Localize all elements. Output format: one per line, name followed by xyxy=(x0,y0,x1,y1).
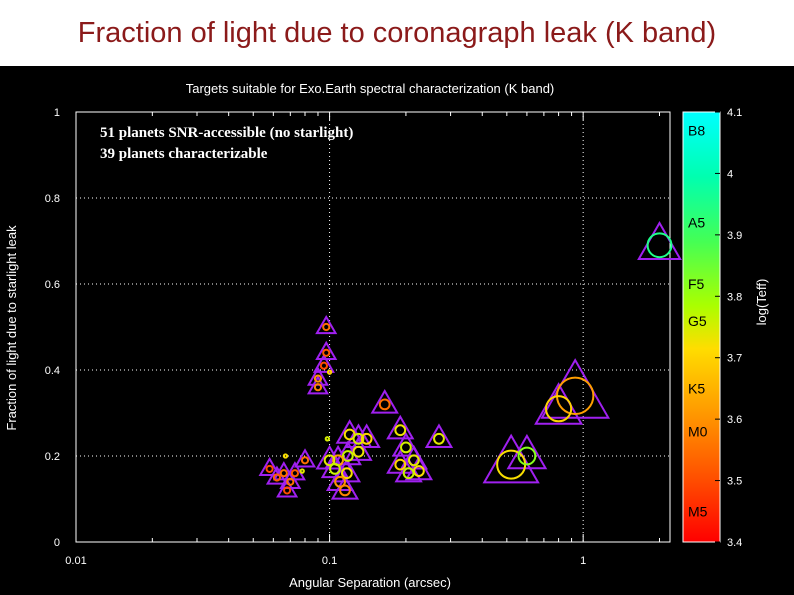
planet-circle xyxy=(402,467,415,480)
annotation-characterizable: 39 planets characterizable xyxy=(100,146,268,162)
planet-circle xyxy=(326,369,333,375)
triangle-marker xyxy=(258,456,281,477)
planet-circle xyxy=(334,475,346,488)
planet-circle xyxy=(341,450,354,462)
planet-circle xyxy=(323,454,336,467)
planet-circle xyxy=(286,477,295,486)
colorbar-label: log(Teff) xyxy=(754,279,769,326)
planet-circle xyxy=(290,469,300,478)
triangle-marker xyxy=(352,423,381,449)
y-tick-label: 0 xyxy=(54,537,60,549)
y-tick-label: 0.6 xyxy=(45,279,60,291)
planet-circle xyxy=(299,468,305,474)
planet-circle xyxy=(324,436,331,442)
planet-circle xyxy=(283,486,292,495)
colorbar-tick-label: 4 xyxy=(727,168,733,180)
x-tick-label: 0.1 xyxy=(322,555,337,567)
triangle-marker xyxy=(424,423,454,449)
y-tick-label: 0.2 xyxy=(45,451,60,463)
planet-circle xyxy=(339,484,351,497)
planet-circle xyxy=(352,432,365,445)
triangle-marker xyxy=(391,432,421,457)
planet-circle xyxy=(313,374,323,383)
y-tick-label: 1 xyxy=(54,107,60,119)
planet-circle xyxy=(300,456,310,465)
colorbar-tick-label: 3.6 xyxy=(727,414,742,426)
planet-circle xyxy=(646,232,673,259)
colorbar-gradient xyxy=(682,111,721,543)
colorbar-tick-label: 3.5 xyxy=(727,476,742,488)
x-tick-label: 0.01 xyxy=(65,555,86,567)
scatter-chart: 0.01 0.1 1 0 0.2 0.4 0.6 0.8 1 4.1 4 3.9 3.8 3.7 3.6… xyxy=(4,81,769,590)
spectral-type-label: A5 xyxy=(688,215,705,231)
triangle-marker xyxy=(370,389,399,414)
colorbar-tick-label: 3.4 xyxy=(727,537,742,549)
planet-circle xyxy=(322,348,331,357)
planet-circle xyxy=(378,398,391,411)
triangle-marker xyxy=(306,375,330,395)
triangle-marker xyxy=(540,358,611,419)
chart-title: Targets suitable for Exo.Earth spectral … xyxy=(186,81,555,96)
triangle-marker xyxy=(276,478,299,498)
spectral-type-label: F5 xyxy=(688,276,705,292)
planet-circle xyxy=(407,454,420,467)
slide-title: Fraction of light due to coronagraph lea… xyxy=(77,17,717,49)
x-tick-label: 1 xyxy=(580,555,586,567)
triangle-marker xyxy=(293,448,317,468)
spectral-type-label: M0 xyxy=(688,423,708,439)
triangle-marker xyxy=(637,220,682,260)
planet-circle xyxy=(279,469,288,478)
triangle-marker xyxy=(386,414,415,440)
triangle-marker xyxy=(330,475,360,500)
triangle-marker xyxy=(315,314,338,335)
planet-circle xyxy=(340,467,353,480)
data-marks xyxy=(258,220,682,500)
spectral-type-label: K5 xyxy=(688,380,705,396)
planet-circle xyxy=(517,446,537,466)
y-axis-ticks: 0 0.2 0.4 0.6 0.8 1 xyxy=(45,107,60,549)
planet-circle xyxy=(394,424,407,437)
plot-frame: 0.01 0.1 1 0 0.2 0.4 0.6 0.8 1 4.1 4 3.9 3.8 3.7 3.6… xyxy=(0,66,794,595)
planet-circle xyxy=(544,395,573,423)
colorbar-tick-label: 3.8 xyxy=(727,291,742,303)
planet-circle xyxy=(265,464,274,473)
spectral-type-label: M5 xyxy=(688,503,708,519)
planet-circle xyxy=(400,441,412,454)
planet-circle xyxy=(329,463,341,475)
y-axis-label: Fraction of light due to starlight leak xyxy=(4,225,19,431)
planet-circle xyxy=(394,458,407,471)
planet-circle xyxy=(313,383,323,392)
y-tick-label: 0.8 xyxy=(45,193,60,205)
colorbar-tick-label: 3.9 xyxy=(727,230,742,242)
triangle-marker xyxy=(312,353,335,373)
triangle-marker xyxy=(386,449,415,474)
planet-circle xyxy=(360,432,373,445)
grid-lines xyxy=(75,111,671,543)
colorbar: 4.1 4 3.9 3.8 3.7 3.6 3.5 3.4 B8 A5 F5 G5 K5 M0 M5 xyxy=(682,107,742,549)
annotation-accessible: 51 planets SNR-accessible (no starlight) xyxy=(100,125,353,141)
planet-circle xyxy=(322,322,331,332)
planet-circle xyxy=(282,453,289,459)
colorbar-tick-label: 3.7 xyxy=(727,353,742,365)
planet-circle xyxy=(433,432,445,445)
spectral-type-label: G5 xyxy=(688,313,707,329)
planet-circle xyxy=(352,445,365,458)
planet-circle xyxy=(319,361,329,370)
x-axis-label: Angular Separation (arcsec) xyxy=(289,575,451,590)
planet-circle xyxy=(272,473,282,482)
x-axis-ticks: 0.01 0.1 1 xyxy=(65,555,586,567)
plot-border xyxy=(75,111,671,543)
y-tick-label: 0.4 xyxy=(45,365,60,377)
spectral-type-label: B8 xyxy=(688,122,705,138)
colorbar-tick-label: 4.1 xyxy=(727,107,742,119)
